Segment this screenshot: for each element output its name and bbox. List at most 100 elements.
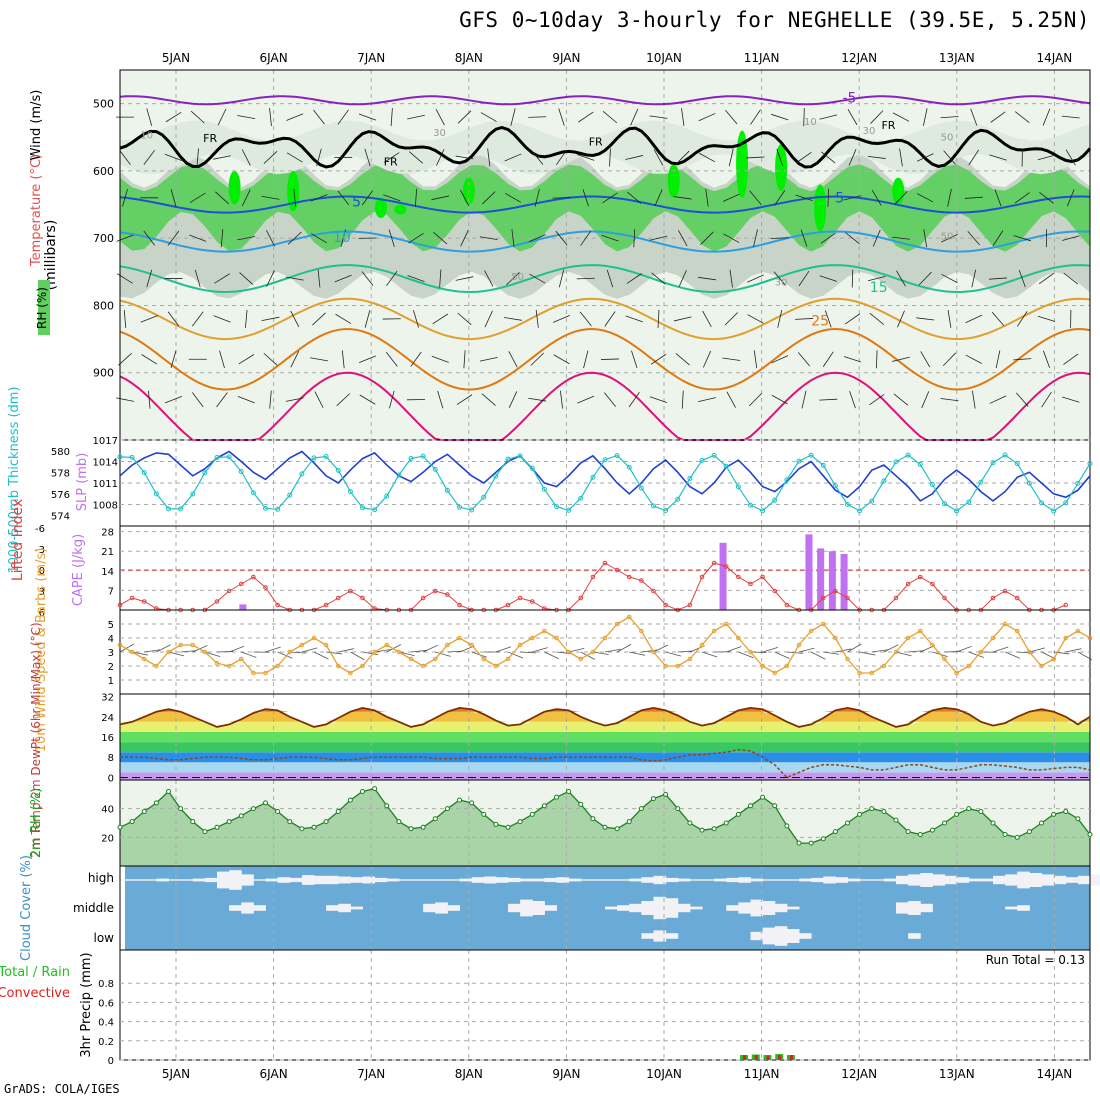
- cloud-cell-high: [471, 877, 485, 883]
- wind-barb: [504, 317, 522, 321]
- ytick-slp: 1014: [93, 458, 118, 469]
- wind-barb: [824, 310, 832, 328]
- li-point: [505, 602, 511, 608]
- wind-point: [760, 663, 765, 669]
- wind-barb: [558, 108, 565, 126]
- li-point: [626, 574, 632, 580]
- wind-barb: [657, 309, 660, 328]
- wind-barb: [894, 191, 908, 205]
- surface-wind-barb: [871, 649, 888, 653]
- cloud-cell-middle: [641, 901, 654, 915]
- wind-barb: [140, 315, 158, 323]
- surface-wind-barb: [956, 645, 972, 653]
- rh2m-point: [287, 819, 293, 825]
- wind-barb: [337, 190, 350, 206]
- wind-barb: [916, 153, 934, 162]
- xtick-bottom: 8JAN: [455, 1067, 483, 1081]
- contour-freezing: [119, 126, 1092, 169]
- ytick-cape: 21: [101, 547, 114, 558]
- wind-barb: [1013, 358, 1032, 361]
- rh2m-point: [541, 803, 547, 809]
- wind-barb: [553, 315, 570, 323]
- wind-point: [905, 635, 911, 641]
- wind-barb: [820, 232, 836, 244]
- wind-point: [348, 670, 353, 676]
- precip-convective-bar: [754, 1055, 758, 1060]
- cloud-cell-high: [1005, 874, 1018, 886]
- wind-barb: [725, 109, 738, 125]
- thickness-point: [323, 453, 329, 459]
- cloud-cell-high: [956, 877, 970, 883]
- wind-point: [602, 635, 608, 641]
- surface-wind-barb: [204, 651, 221, 658]
- cloud-cell-high: [253, 879, 266, 881]
- wind-barb: [359, 394, 376, 405]
- wind-barb: [747, 274, 764, 283]
- ytick-pressure: 600: [93, 165, 114, 178]
- wind-barb: [920, 351, 931, 368]
- wind-barb: [990, 111, 1006, 123]
- wind-barb: [414, 188, 418, 207]
- wind-barb: [609, 148, 611, 167]
- wind-point: [493, 663, 499, 669]
- surface-wind-barb: [665, 651, 682, 657]
- wind-barb: [582, 189, 589, 207]
- wind-barb: [164, 396, 183, 404]
- ytick-temp: 0: [108, 773, 114, 784]
- wind-point: [432, 656, 438, 662]
- wind-barb: [770, 237, 789, 240]
- wind-point: [384, 642, 390, 648]
- wind-barb: [389, 390, 395, 409]
- series-slp: [119, 450, 1091, 502]
- wind-barb: [876, 350, 878, 369]
- li-point: [214, 599, 220, 604]
- thickness-point: [384, 493, 390, 499]
- li-point: [1002, 588, 1008, 594]
- wind-barb: [748, 392, 763, 407]
- rh2m-point: [153, 800, 159, 806]
- wind-barb: [940, 398, 959, 402]
- rh2m-point: [202, 829, 208, 835]
- cloud-cell-middle: [338, 903, 351, 913]
- wind-point: [360, 663, 365, 669]
- wind-barb: [529, 273, 546, 284]
- wind-barb: [651, 272, 666, 285]
- wind-barb: [192, 392, 204, 408]
- rh2m-point: [954, 811, 960, 817]
- wind-barb: [553, 354, 570, 365]
- wind-point: [833, 635, 838, 641]
- wind-point: [736, 635, 741, 641]
- li-point: [275, 602, 280, 608]
- wind-barb: [261, 195, 280, 200]
- cloud-cell-high: [835, 877, 848, 883]
- li-point: [736, 574, 741, 580]
- wind-barb: [899, 148, 903, 167]
- wind-barb: [867, 155, 886, 159]
- ylabel-cloud: Cloud Cover (%): [19, 855, 34, 961]
- surface-wind-barb: [180, 650, 197, 653]
- rh2m-point: [250, 806, 256, 812]
- xtick-top: 13JAN: [939, 51, 975, 65]
- surface-wind-barb: [968, 651, 984, 658]
- cloud-cell-low: [762, 927, 776, 945]
- ytick-li: 6: [39, 608, 45, 619]
- cloud-cell-low: [774, 926, 788, 946]
- thickness-point: [275, 506, 281, 512]
- thickness-point: [893, 459, 899, 465]
- surface-wind-barb: [520, 651, 537, 654]
- wind-barb: [317, 269, 321, 288]
- cloud-cell-high: [398, 879, 412, 881]
- wind-barb: [119, 150, 131, 165]
- rh2m-point: [760, 794, 766, 800]
- wind-point: [845, 656, 850, 662]
- cloud-cell-high: [277, 877, 291, 883]
- rh2m-point: [651, 796, 656, 802]
- rh2m-point: [845, 820, 850, 826]
- rh-peak: [374, 197, 387, 218]
- wind-barb: [310, 194, 328, 202]
- ytick-temp: 32: [101, 693, 114, 704]
- wind-barb: [1041, 391, 1052, 408]
- wind-point: [1063, 635, 1069, 641]
- ytick-temp: 16: [101, 733, 114, 744]
- wind-barb: [217, 108, 227, 126]
